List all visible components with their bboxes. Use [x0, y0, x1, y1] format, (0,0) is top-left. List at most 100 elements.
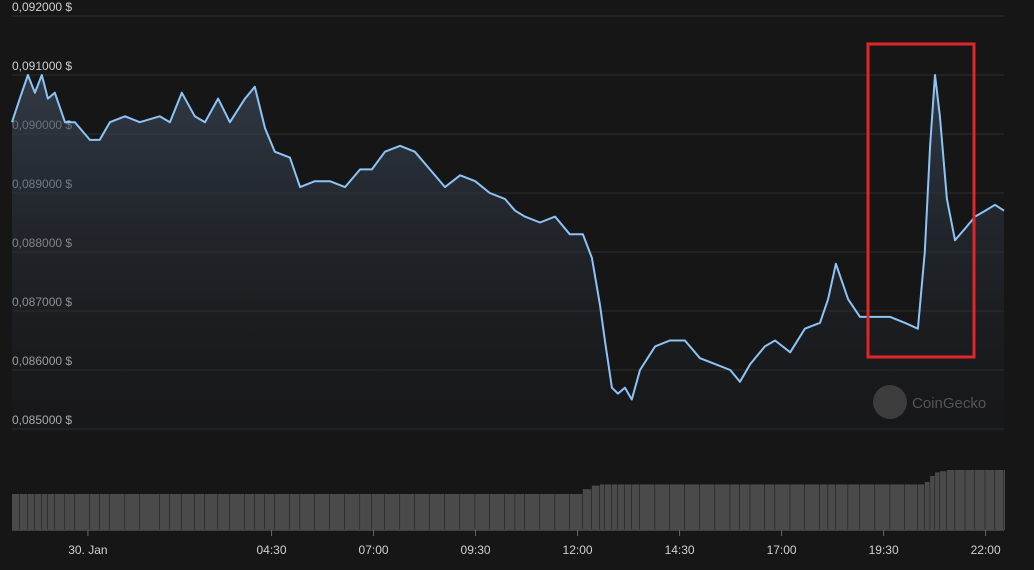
volume-bar [859, 484, 875, 530]
volume-bar [41, 494, 48, 530]
volume-bar [89, 494, 100, 530]
volume-bar [750, 484, 765, 530]
volume-bar [730, 484, 740, 530]
volume-bar [604, 484, 612, 530]
volume-bar [739, 484, 750, 530]
volume-bar [764, 484, 775, 530]
volume-bar [924, 482, 930, 530]
volume-bar [475, 494, 490, 530]
volume-bar [624, 484, 632, 530]
watermark: CoinGecko [873, 385, 986, 419]
volume-bar [264, 494, 275, 530]
volume-bar [34, 494, 42, 530]
volume-bar [300, 494, 315, 530]
highlight-box [866, 42, 976, 359]
volume-bar [344, 494, 360, 530]
volume-bar [12, 494, 20, 530]
volume-bar [965, 470, 975, 530]
price-line [11, 74, 1005, 401]
volume-bar [360, 494, 372, 530]
volume-bar [254, 494, 265, 530]
volume-bar [444, 494, 460, 530]
x-tick-label: 12:00 [563, 543, 593, 557]
volume-bar [540, 494, 555, 530]
x-tick-label: 07:00 [359, 543, 389, 557]
volume-bar [27, 494, 35, 530]
volume-bar [875, 484, 890, 530]
volume-bar [640, 484, 655, 530]
volume-bar [515, 494, 525, 530]
volume-bar [524, 494, 540, 530]
volume-bar [611, 484, 618, 530]
volume-bar [274, 494, 290, 530]
volume-bar [245, 494, 255, 530]
volume-bar [139, 494, 160, 530]
volume-bar [775, 484, 790, 530]
x-tick-label: 22:00 [971, 543, 1001, 557]
volume-bar [939, 471, 947, 530]
volume-bar [504, 494, 515, 530]
x-tick-label: 04:30 [257, 543, 287, 557]
volume-bar [828, 484, 836, 530]
volume-bar [414, 494, 430, 530]
volume-bar [631, 484, 640, 530]
volume-bar [699, 484, 715, 530]
y-tick-label: 0,092000 $ [12, 0, 72, 14]
volume-bar [99, 494, 110, 530]
volume-bar [555, 494, 570, 530]
x-tick-label: 19:30 [869, 543, 899, 557]
volume-bar [790, 484, 805, 530]
volume-bar [460, 494, 475, 530]
x-tick-label: 30. Jan [68, 543, 107, 557]
volume-bar [400, 494, 415, 530]
volume-bar [591, 485, 600, 530]
volume-bar [995, 470, 1004, 530]
volume-bar [19, 494, 28, 530]
volume-bar [582, 489, 592, 530]
volume-bar [600, 484, 605, 530]
volume-bar [194, 494, 205, 530]
x-tick-label: 09:30 [461, 543, 491, 557]
volume-bar [975, 470, 985, 530]
volume-bar [655, 484, 670, 530]
volume-bar [169, 494, 182, 530]
watermark-logo [873, 385, 907, 419]
volume-bar [218, 494, 230, 530]
volume-bar [804, 484, 820, 530]
volume-bar [65, 494, 75, 530]
volume-bar [890, 484, 905, 530]
volume-bar [47, 494, 55, 530]
watermark-text: CoinGecko [912, 395, 986, 412]
volume-bar [917, 484, 925, 530]
volume-bar [384, 494, 400, 530]
volume-bar [715, 484, 730, 530]
volume-bar [835, 484, 848, 530]
volume-bar [205, 494, 218, 530]
volume-bar [489, 494, 505, 530]
volume-bar [848, 484, 860, 530]
volume-bar [569, 494, 583, 530]
x-tick-label: 14:30 [665, 543, 695, 557]
volume-bar [617, 484, 625, 530]
volume-bar [314, 494, 330, 530]
price-area [12, 75, 1004, 431]
volume-bar [74, 494, 90, 530]
x-tick-label: 17:00 [767, 543, 797, 557]
volume-bar [904, 484, 918, 530]
volume-bar [946, 470, 955, 530]
volume-bar [429, 494, 445, 530]
volume-bar [289, 494, 300, 530]
volume-bar [955, 470, 965, 530]
volume-bar [684, 484, 700, 530]
volume-bar [669, 484, 685, 530]
y-tick-label: 0,091000 $ [12, 59, 72, 73]
plot [11, 74, 1005, 530]
volume-bar [329, 494, 345, 530]
volume-bar [371, 494, 385, 530]
volume-bar [819, 484, 828, 530]
volume-bar [125, 494, 140, 530]
volume-bar [109, 494, 125, 530]
volume-bar [159, 494, 170, 530]
